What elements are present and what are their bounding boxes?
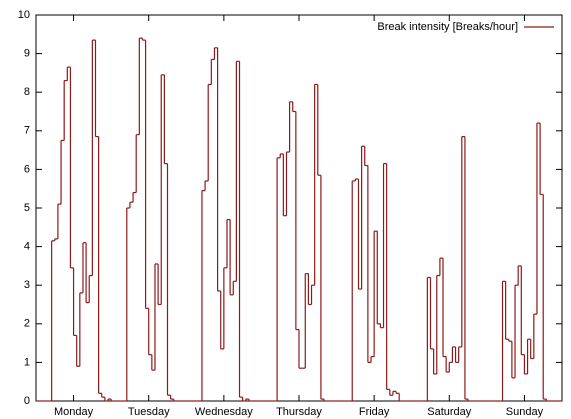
y-tick-label: 5 bbox=[24, 202, 30, 214]
legend-label: Break intensity [Breaks/hour] bbox=[377, 21, 518, 33]
y-tick-label: 2 bbox=[24, 318, 30, 330]
x-tick-label: Saturday bbox=[427, 406, 472, 418]
y-tick-label: 3 bbox=[24, 279, 30, 291]
y-tick-label: 1 bbox=[24, 356, 30, 368]
y-tick-label: 0 bbox=[24, 395, 30, 407]
y-tick-label: 9 bbox=[24, 48, 30, 60]
y-tick-label: 10 bbox=[18, 9, 30, 21]
y-tick-label: 8 bbox=[24, 86, 30, 98]
y-tick-label: 6 bbox=[24, 163, 30, 175]
x-tick-label: Sunday bbox=[506, 406, 544, 418]
x-tick-label: Tuesday bbox=[128, 406, 170, 418]
x-tick-label: Friday bbox=[359, 406, 390, 418]
x-tick-label: Wednesday bbox=[195, 406, 253, 418]
y-tick-label: 7 bbox=[24, 125, 30, 137]
y-tick-label: 4 bbox=[24, 241, 30, 253]
x-tick-label: Monday bbox=[54, 406, 94, 418]
x-tick-label: Thursday bbox=[276, 406, 322, 418]
